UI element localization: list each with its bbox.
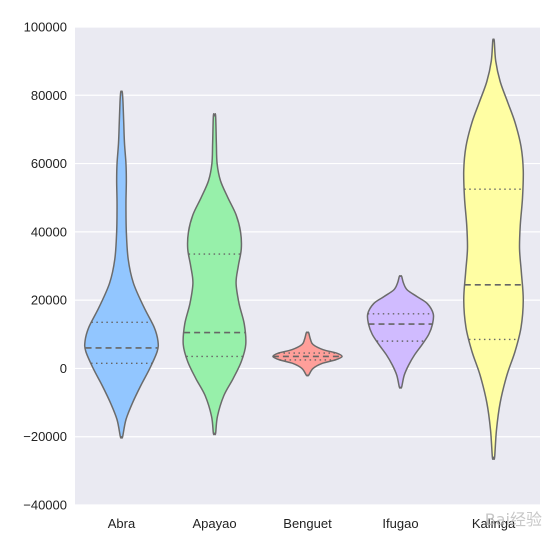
y-tick-label: −20000 [23,429,67,444]
x-tick-label: Apayao [192,516,236,531]
y-tick-label: 0 [60,361,67,376]
x-tick-label: Abra [108,516,136,531]
y-tick-label: 100000 [24,20,67,35]
plot-background [75,27,540,505]
violins [83,38,525,460]
y-tick-label: 80000 [31,88,67,103]
violin-ifugao [366,274,435,389]
y-tick-label: −40000 [23,498,67,513]
violin-apayao [182,113,247,436]
y-tick-label: 60000 [31,156,67,171]
x-tick-labels: Abra Apayao Benguet Ifugao Kalinga [108,516,516,531]
violin-benguet [272,331,343,377]
violin-abra [83,90,160,439]
x-tick-label: Ifugao [382,516,418,531]
watermark: Bai经验 [484,510,542,529]
y-tick-labels: −40000 −20000 0 20000 40000 60000 80000 100000 [23,20,67,513]
x-tick-label: Benguet [283,516,332,531]
violin-body [272,331,343,377]
y-tick-label: 40000 [31,224,67,239]
violin-body [366,274,435,389]
violin-body [462,38,525,460]
violin-kalinga [462,38,525,460]
y-tick-label: 20000 [31,293,67,308]
violin-body [83,90,160,439]
violin-body [182,113,247,436]
x-tick-label: Kalinga [472,516,516,531]
